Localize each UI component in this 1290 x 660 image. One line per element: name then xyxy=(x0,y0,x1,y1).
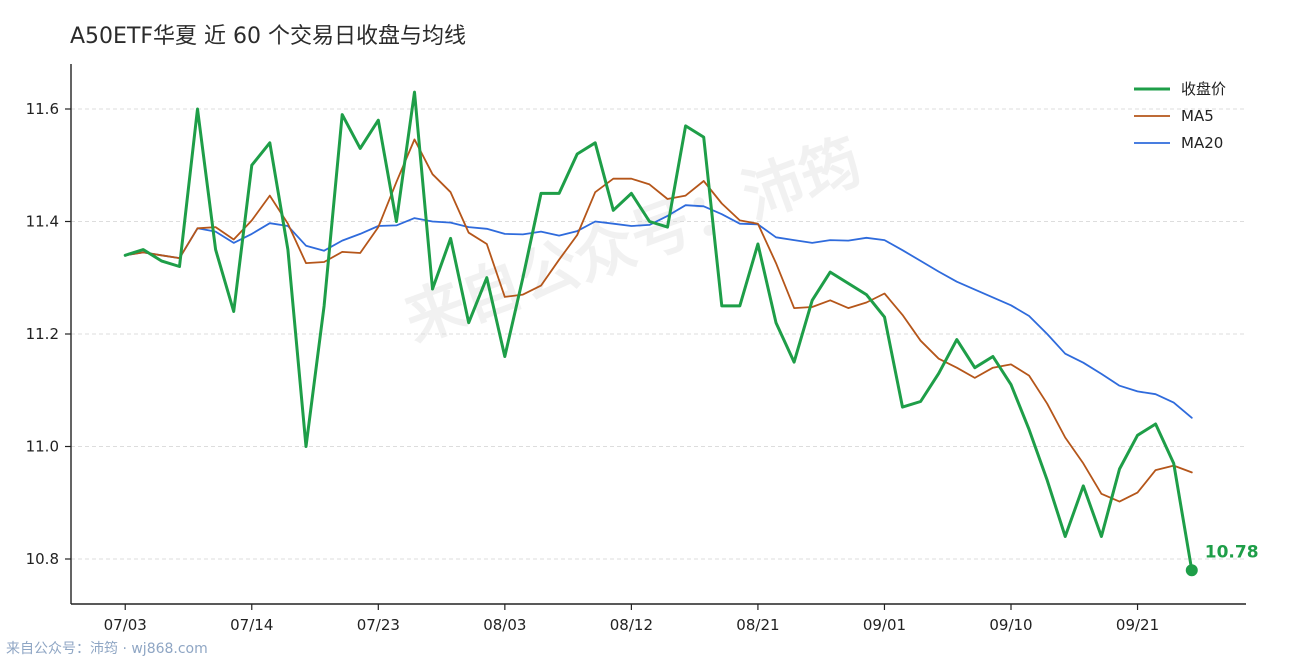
y-tick-label: 11.4 xyxy=(26,213,59,231)
legend-label: MA20 xyxy=(1181,134,1223,152)
series-close-line xyxy=(123,90,1194,572)
x-tick-label: 07/03 xyxy=(104,616,147,634)
last-close-marker xyxy=(1185,564,1198,577)
x-tick-label: 09/10 xyxy=(989,616,1032,634)
x-tick-label: 09/21 xyxy=(1116,616,1159,634)
chart-title: A50ETF华夏 近 60 个交易日收盘与均线 xyxy=(70,24,467,49)
x-tick-label: 07/14 xyxy=(230,616,273,634)
footer-credit: 来自公众号：沛筠 · wj868.com xyxy=(6,641,208,657)
grid-lines xyxy=(71,108,1246,560)
axes xyxy=(65,64,1246,610)
legend-label: 收盘价 xyxy=(1181,80,1226,98)
legend: 收盘价 MA5 MA20 xyxy=(1134,80,1226,152)
x-tick-label: 08/21 xyxy=(736,616,779,634)
y-tick-label: 11.0 xyxy=(26,438,59,456)
x-tick-label: 08/12 xyxy=(610,616,653,634)
series-layer: 10.78 xyxy=(123,90,1259,577)
y-tick-label: 10.8 xyxy=(26,550,59,568)
series-ma20-line xyxy=(124,204,1193,419)
legend-label: MA5 xyxy=(1181,107,1214,125)
y-tick-label: 11.6 xyxy=(26,100,59,118)
y-tick-label: 11.2 xyxy=(26,325,59,343)
series-ma5-line xyxy=(124,138,1193,503)
tick-labels: 10.8 11.0 11.2 11.4 11.6 07/03 07/14 07/23 08/03… xyxy=(26,100,1160,634)
x-tick-label: 09/01 xyxy=(863,616,906,634)
last-close-label: 10.78 xyxy=(1205,542,1259,562)
x-tick-label: 07/23 xyxy=(357,616,400,634)
x-tick-label: 08/03 xyxy=(483,616,526,634)
